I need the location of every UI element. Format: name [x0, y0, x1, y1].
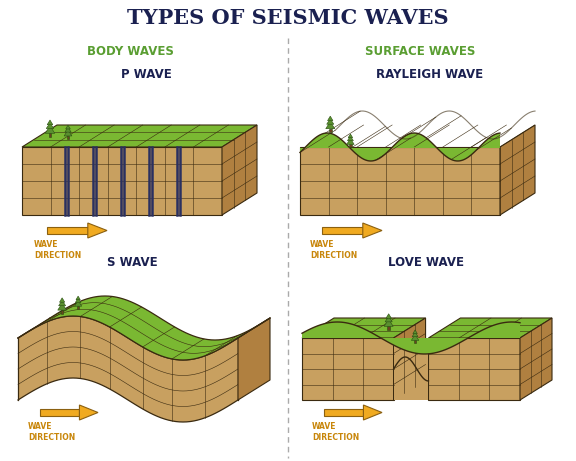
- Text: WAVE
DIRECTION: WAVE DIRECTION: [310, 240, 357, 260]
- Polygon shape: [393, 338, 429, 400]
- Polygon shape: [326, 122, 335, 129]
- Text: P WAVE: P WAVE: [120, 69, 172, 82]
- Polygon shape: [67, 136, 69, 139]
- Text: S WAVE: S WAVE: [107, 255, 158, 268]
- Polygon shape: [393, 318, 426, 400]
- Polygon shape: [302, 338, 393, 400]
- Polygon shape: [328, 116, 333, 121]
- Text: WAVE
DIRECTION: WAVE DIRECTION: [28, 422, 75, 442]
- Polygon shape: [300, 133, 500, 161]
- Polygon shape: [46, 123, 54, 129]
- Polygon shape: [47, 120, 53, 125]
- Polygon shape: [222, 125, 257, 215]
- Polygon shape: [76, 296, 80, 300]
- Polygon shape: [65, 127, 71, 132]
- Text: WAVE
DIRECTION: WAVE DIRECTION: [34, 240, 81, 260]
- Polygon shape: [411, 334, 419, 340]
- Text: SURFACE WAVES: SURFACE WAVES: [365, 46, 475, 59]
- Polygon shape: [40, 409, 79, 416]
- Polygon shape: [413, 330, 418, 334]
- Polygon shape: [75, 298, 81, 302]
- Polygon shape: [88, 223, 107, 238]
- Polygon shape: [66, 125, 70, 129]
- Polygon shape: [520, 318, 552, 400]
- Polygon shape: [77, 306, 79, 309]
- Polygon shape: [22, 125, 257, 147]
- Polygon shape: [46, 126, 55, 133]
- Text: WAVE
DIRECTION: WAVE DIRECTION: [312, 422, 359, 442]
- Text: RAYLEIGH WAVE: RAYLEIGH WAVE: [377, 69, 484, 82]
- Polygon shape: [385, 316, 392, 322]
- Polygon shape: [302, 322, 520, 354]
- Polygon shape: [18, 296, 270, 360]
- Polygon shape: [329, 129, 332, 132]
- Polygon shape: [429, 338, 520, 400]
- Polygon shape: [238, 318, 270, 400]
- Polygon shape: [74, 301, 82, 306]
- Polygon shape: [300, 147, 500, 215]
- Polygon shape: [347, 136, 354, 141]
- Polygon shape: [59, 298, 65, 302]
- Polygon shape: [324, 409, 363, 416]
- Polygon shape: [412, 332, 418, 337]
- Polygon shape: [48, 133, 51, 137]
- Text: BODY WAVES: BODY WAVES: [86, 46, 173, 59]
- Polygon shape: [61, 310, 63, 313]
- Polygon shape: [18, 316, 238, 422]
- Polygon shape: [348, 134, 353, 138]
- Polygon shape: [59, 301, 66, 306]
- Polygon shape: [47, 227, 88, 234]
- Text: TYPES OF SEISMIC WAVES: TYPES OF SEISMIC WAVES: [127, 8, 449, 28]
- Polygon shape: [64, 130, 72, 136]
- Polygon shape: [22, 147, 222, 215]
- Polygon shape: [363, 405, 382, 420]
- Polygon shape: [302, 318, 426, 338]
- Text: LOVE WAVE: LOVE WAVE: [388, 255, 464, 268]
- Polygon shape: [384, 319, 393, 326]
- Polygon shape: [363, 223, 382, 238]
- Polygon shape: [387, 326, 390, 330]
- Polygon shape: [79, 405, 98, 420]
- Polygon shape: [58, 303, 67, 310]
- Polygon shape: [322, 227, 363, 234]
- Polygon shape: [429, 318, 552, 338]
- Polygon shape: [327, 119, 334, 124]
- Polygon shape: [349, 144, 351, 148]
- Polygon shape: [500, 125, 535, 215]
- Polygon shape: [347, 138, 354, 144]
- Polygon shape: [414, 340, 416, 343]
- Polygon shape: [386, 314, 391, 318]
